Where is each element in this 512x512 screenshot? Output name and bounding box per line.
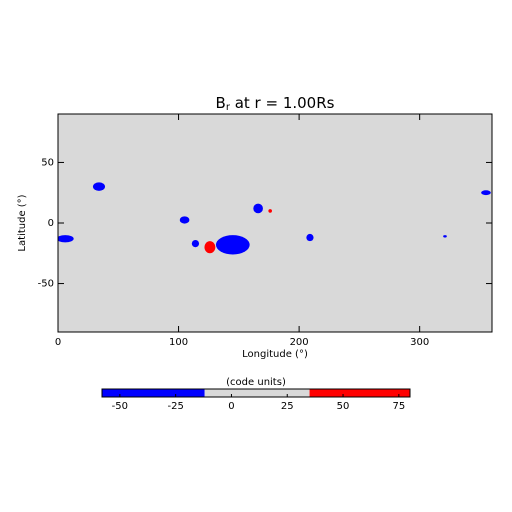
colorbar-frame [101, 388, 411, 398]
x-tick-label: 100 [169, 337, 188, 348]
y-axis-label: Latitude (°) [17, 194, 28, 251]
colorbar-tick-label: 0 [228, 401, 234, 412]
colorbar-label: (code units) [226, 377, 286, 388]
colorbar-tick-label: 75 [392, 401, 405, 412]
region [92, 182, 106, 191]
x-tick-label: 300 [410, 337, 429, 348]
region [253, 203, 263, 214]
colorbar-tick-label: 25 [281, 401, 294, 412]
y-tick-label: 0 [48, 218, 54, 229]
x-axis-label: Longitude (°) [242, 349, 308, 360]
y-tick-label: 50 [41, 157, 54, 168]
region [306, 233, 314, 242]
region [215, 235, 250, 255]
colorbar-segment [309, 389, 410, 397]
region [58, 235, 74, 243]
colorbar-segment [102, 389, 205, 397]
y-tick-label: -50 [38, 279, 54, 290]
colorbar-tick-label: -25 [167, 401, 183, 412]
plot-background [58, 114, 492, 332]
region [179, 216, 190, 224]
chart-title: Br at r = 1.00Rs [216, 94, 335, 114]
colorbar-tick-label: -50 [112, 401, 128, 412]
colorbar-tick-label: 50 [337, 401, 350, 412]
region [204, 241, 216, 254]
colorbar-segment [204, 389, 310, 397]
region [191, 239, 200, 248]
x-tick-label: 0 [55, 337, 61, 348]
region [268, 209, 272, 213]
region [481, 190, 491, 196]
region [443, 235, 447, 238]
x-tick-label: 200 [290, 337, 309, 348]
